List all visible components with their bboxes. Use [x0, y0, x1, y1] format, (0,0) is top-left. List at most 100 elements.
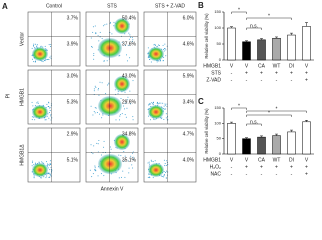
event-dot — [164, 165, 166, 167]
bar — [302, 121, 311, 155]
event-dot — [99, 36, 101, 38]
event-dot — [128, 167, 130, 169]
row-cell: V — [230, 63, 234, 69]
row-name: H₂O₂ — [210, 164, 221, 170]
event-dot — [154, 160, 156, 162]
population — [148, 105, 164, 119]
event-dot — [106, 23, 108, 25]
event-dot — [129, 36, 131, 38]
event-dot — [31, 116, 33, 118]
event-dot — [98, 94, 100, 96]
event-dot — [99, 81, 101, 83]
row-cell: + — [275, 70, 278, 76]
event-dot — [49, 173, 51, 175]
event-dot — [147, 47, 149, 49]
event-dot — [37, 101, 39, 103]
event-dot — [129, 34, 131, 36]
event-dot — [118, 177, 120, 179]
row-cell: - — [246, 77, 248, 83]
bar — [242, 138, 251, 155]
event-dot — [118, 119, 120, 121]
event-dot — [148, 103, 150, 105]
event-dot — [101, 82, 103, 84]
population — [98, 154, 122, 174]
y-tick-label: 100 — [214, 120, 221, 125]
event-dot — [165, 164, 167, 166]
upper-percent: 6.0% — [183, 15, 195, 21]
event-dot — [158, 102, 160, 104]
event-dot — [94, 112, 96, 114]
event-dot — [165, 108, 167, 110]
event-dot — [34, 61, 36, 63]
panel-label: C — [198, 97, 204, 106]
event-dot — [108, 83, 110, 85]
event-dot — [159, 60, 161, 62]
event-dot — [160, 175, 162, 177]
event-dot — [98, 140, 100, 142]
row-label: HMGB1Δ — [19, 144, 25, 166]
event-dot — [101, 38, 103, 40]
row-cell: CA — [258, 63, 266, 69]
row-cell: - — [246, 171, 248, 177]
lower-percent: 3.9% — [67, 42, 79, 48]
population — [114, 134, 130, 150]
row-name: HMGB1 — [203, 157, 221, 163]
row-name: NAC — [210, 171, 221, 177]
event-dot — [147, 162, 149, 164]
event-dot — [117, 93, 119, 95]
event-dot — [124, 108, 126, 110]
event-dot — [109, 31, 111, 33]
event-dot — [154, 43, 156, 45]
event-dot — [99, 31, 101, 33]
event-dot — [149, 119, 151, 121]
row-cell: - — [261, 171, 263, 177]
event-dot — [156, 45, 158, 47]
event-dot — [46, 165, 48, 167]
population — [32, 105, 48, 119]
significance-label: n.s. — [250, 119, 258, 125]
event-dot — [153, 44, 155, 46]
event-dot — [158, 44, 160, 46]
significance-bracket — [231, 11, 247, 14]
significance-label: * — [276, 106, 278, 112]
significance-label: n.s. — [250, 23, 258, 29]
event-dot — [95, 170, 97, 172]
event-dot — [94, 25, 96, 27]
row-cell: CA — [258, 157, 266, 163]
event-dot — [163, 159, 165, 161]
significance-bracket — [246, 123, 262, 126]
row-cell: + — [305, 164, 308, 170]
event-dot — [124, 102, 126, 104]
population — [114, 18, 130, 34]
event-dot — [49, 164, 51, 166]
event-dot — [94, 168, 96, 170]
event-dot — [163, 50, 165, 52]
event-dot — [117, 91, 119, 93]
upper-percent: 5.9% — [183, 73, 195, 79]
bar — [257, 39, 266, 61]
event-dot — [43, 162, 45, 164]
event-dot — [92, 173, 94, 175]
event-dot — [132, 39, 134, 41]
event-dot — [163, 174, 165, 176]
row-cell: WT — [273, 63, 281, 69]
event-dot — [163, 105, 165, 107]
event-dot — [36, 45, 38, 47]
event-dot — [121, 113, 123, 115]
event-dot — [150, 159, 152, 161]
bar — [302, 26, 311, 61]
event-dot — [108, 82, 110, 84]
event-dot — [151, 102, 153, 104]
event-dot — [92, 31, 94, 33]
event-dot — [95, 86, 97, 88]
bar — [272, 37, 281, 61]
event-dot — [163, 175, 165, 177]
event-dot — [162, 108, 164, 110]
significance-label: * — [268, 110, 270, 116]
event-dot — [148, 176, 150, 178]
event-dot — [152, 103, 154, 105]
event-dot — [32, 160, 34, 162]
event-dot — [43, 176, 45, 178]
event-dot — [33, 45, 35, 47]
event-dot — [42, 46, 44, 48]
